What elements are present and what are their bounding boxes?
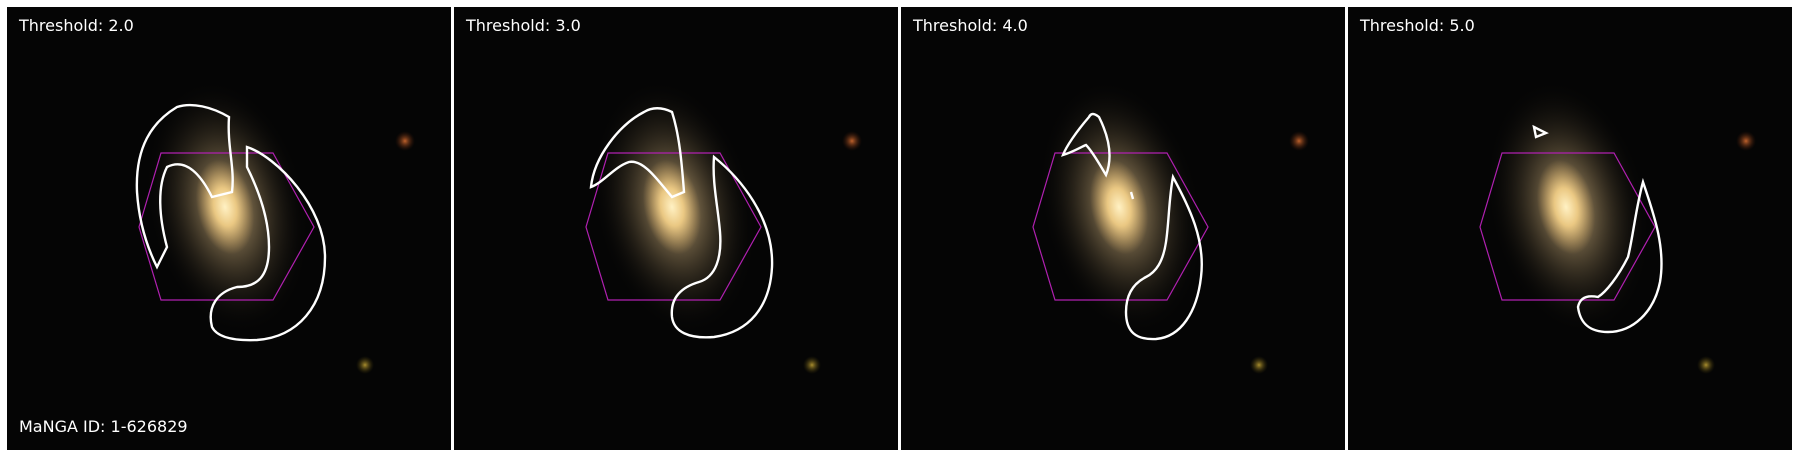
ifu-hexagon <box>1479 152 1656 301</box>
threshold-label: Threshold: 5.0 <box>1360 16 1475 35</box>
threshold-panel-4: Threshold: 5.0 <box>1348 7 1792 450</box>
threshold-contour <box>1061 112 1111 178</box>
threshold-panel-1: Threshold: 2.0 MaNGA ID: 1-626829 <box>7 7 451 450</box>
ifu-hexagon <box>138 152 315 301</box>
threshold-contour <box>135 103 234 270</box>
galaxy-image <box>7 7 451 450</box>
threshold-label: Threshold: 3.0 <box>466 16 581 35</box>
manga-id-label: MaNGA ID: 1-626829 <box>19 417 188 436</box>
threshold-panel-2: Threshold: 3.0 <box>454 7 898 450</box>
threshold-contour <box>1129 191 1135 200</box>
threshold-contour <box>1532 124 1549 139</box>
threshold-contour <box>670 154 774 339</box>
ifu-hexagon <box>585 152 762 301</box>
galaxy-image <box>454 7 898 450</box>
galaxy-image <box>901 7 1345 450</box>
threshold-label: Threshold: 4.0 <box>913 16 1028 35</box>
threshold-contour <box>589 107 686 199</box>
galaxy-image <box>1348 7 1792 450</box>
threshold-contour <box>1124 173 1203 341</box>
threshold-panel-3: Threshold: 4.0 <box>901 7 1345 450</box>
ifu-hexagon <box>1032 152 1209 301</box>
threshold-contour <box>209 145 327 342</box>
threshold-label: Threshold: 2.0 <box>19 16 134 35</box>
threshold-contour <box>1576 177 1663 334</box>
